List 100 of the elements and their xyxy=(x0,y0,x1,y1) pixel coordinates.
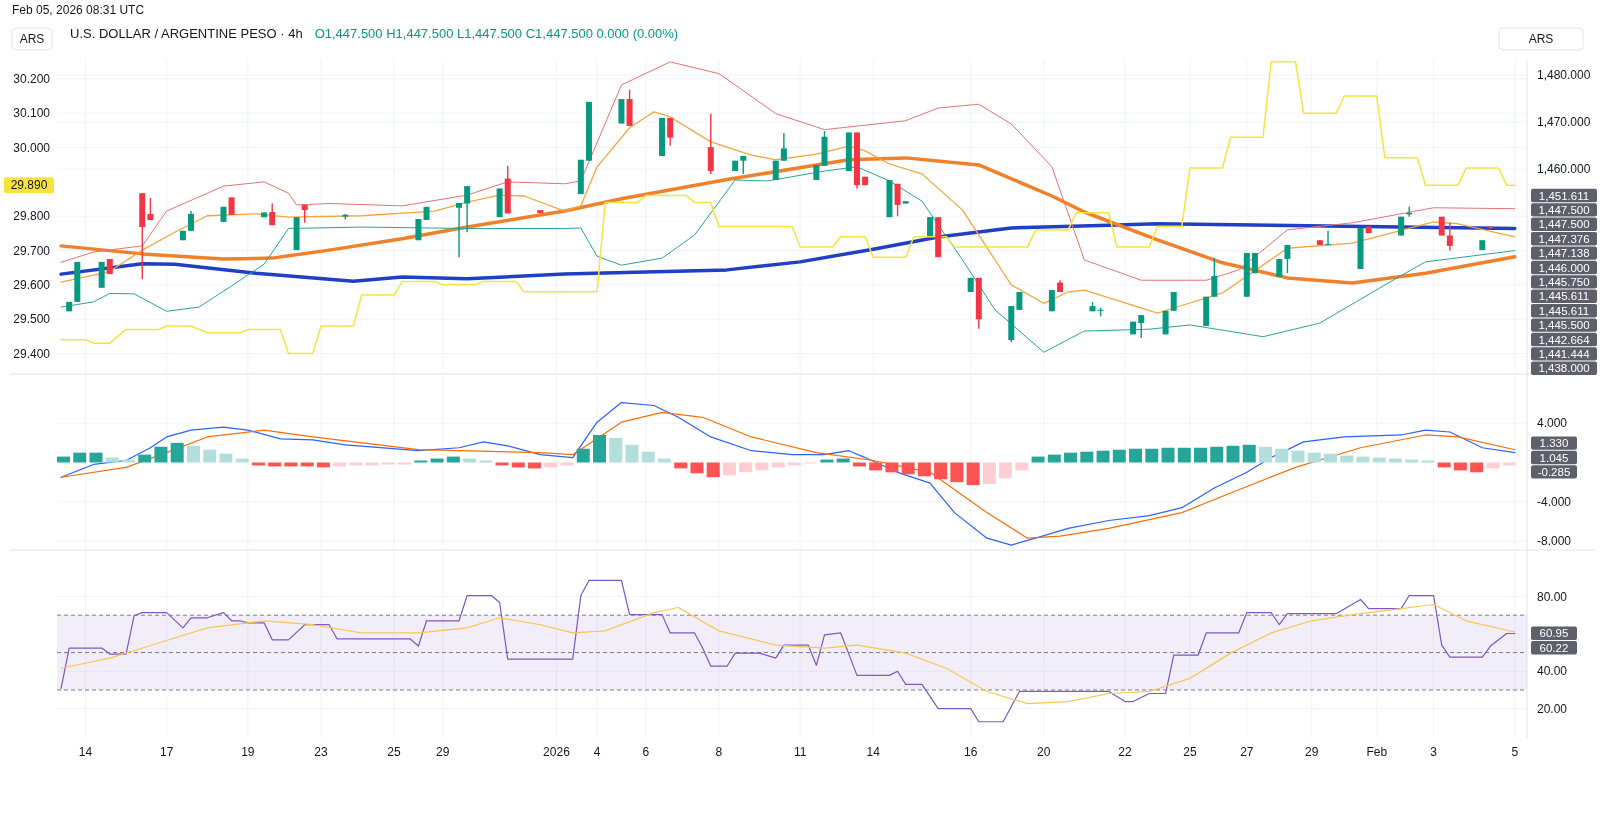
bar xyxy=(950,462,964,483)
bar xyxy=(251,462,265,466)
line-series xyxy=(60,166,1516,353)
x-tick-label: 25 xyxy=(1183,745,1197,760)
bar xyxy=(917,462,931,477)
bar xyxy=(495,462,509,466)
x-tick-label: 17 xyxy=(159,745,174,760)
text: ARS xyxy=(1528,32,1554,47)
y-tick-label: 4.000 xyxy=(1537,416,1568,431)
text: 1,451.611 xyxy=(1538,189,1590,202)
x-tick-label: 29 xyxy=(436,745,450,760)
bar xyxy=(934,462,948,480)
y2-tick-label: 29.400 xyxy=(13,346,51,361)
bar xyxy=(300,462,314,467)
bar xyxy=(349,462,363,466)
candlestick xyxy=(179,230,186,241)
text: 60.22 xyxy=(1539,641,1569,654)
y-tick-label: 1,460.000 xyxy=(1537,162,1591,177)
x-tick-label: 23 xyxy=(314,745,328,760)
bar xyxy=(186,445,200,463)
x-tick-label: 5 xyxy=(1511,745,1519,760)
y2-tick-label: 30.000 xyxy=(13,140,51,155)
text: 1,445.611 xyxy=(1538,290,1590,303)
bar xyxy=(1145,448,1159,463)
x-tick-label: Feb xyxy=(1366,745,1388,760)
bar xyxy=(1112,449,1126,463)
bar xyxy=(885,462,899,473)
bar xyxy=(852,462,866,467)
x-tick-label: 25 xyxy=(387,745,402,760)
bar xyxy=(869,462,883,471)
line-series xyxy=(60,579,1516,723)
bar xyxy=(1129,448,1143,463)
line-series xyxy=(60,60,1516,355)
bar xyxy=(690,462,704,474)
line-series xyxy=(60,603,1516,705)
bar xyxy=(170,442,184,463)
y2-tick-label: 29.600 xyxy=(13,278,51,293)
bar xyxy=(284,462,298,467)
bar xyxy=(625,444,639,463)
bar xyxy=(755,462,769,471)
x-tick-label: 2026 xyxy=(543,745,571,760)
bar xyxy=(1323,453,1337,463)
y-tick-label: -8.000 xyxy=(1537,534,1572,549)
bar xyxy=(1258,446,1272,463)
x-tick-label: 8 xyxy=(715,745,723,760)
text: Feb 05, 2026 08:31 UTC xyxy=(12,3,145,17)
y-tick-label: 40.00 xyxy=(1537,664,1568,679)
text: 1,447.500 xyxy=(1538,218,1590,231)
bar xyxy=(1437,462,1451,468)
y2-tick-label: 30.100 xyxy=(13,106,51,121)
bar xyxy=(154,446,168,463)
line-series xyxy=(59,156,1517,285)
bar xyxy=(1064,452,1078,463)
chart-title: U.S. DOLLAR / ARGENTINE PESO · 4h xyxy=(70,26,303,41)
x-tick-label: 6 xyxy=(642,745,650,760)
bar xyxy=(365,462,379,466)
y2-tick-label: 29.800 xyxy=(13,209,51,224)
bar xyxy=(1502,462,1516,466)
candlestick xyxy=(732,160,739,172)
text: 1,447.500 xyxy=(1538,203,1590,216)
text: -0.285 xyxy=(1537,465,1571,478)
text: 1,447.376 xyxy=(1538,232,1590,245)
text: ARS xyxy=(19,32,45,47)
y-tick-label: -4.000 xyxy=(1537,495,1572,510)
bar xyxy=(722,462,736,476)
text: 1,445.611 xyxy=(1538,304,1590,317)
line-series xyxy=(60,111,1516,314)
x-tick-label: 19 xyxy=(241,745,255,760)
text: 1,438.000 xyxy=(1538,362,1590,375)
text: 29.890 xyxy=(10,178,48,193)
bar xyxy=(1453,462,1467,471)
text: 1.330 xyxy=(1539,437,1569,450)
x-tick-label: 20 xyxy=(1037,745,1051,760)
x-tick-label: 3 xyxy=(1430,745,1438,760)
x-tick-label: 27 xyxy=(1240,745,1254,760)
bar xyxy=(1177,447,1191,463)
bar xyxy=(528,462,542,469)
bar xyxy=(593,434,607,463)
y-tick-label: 80.00 xyxy=(1537,589,1568,604)
bar xyxy=(1210,446,1224,463)
bar xyxy=(89,452,103,463)
x-tick-label: 14 xyxy=(866,745,881,760)
y2-tick-label: 30.200 xyxy=(13,72,51,87)
text: 1,447.138 xyxy=(1538,247,1590,260)
y-tick-label: 1,470.000 xyxy=(1537,115,1591,130)
bar xyxy=(268,462,282,467)
text: 1,442.664 xyxy=(1538,333,1591,346)
chart-subtitle: O1,447.500 H1,447.500 L1,447.500 C1,447.500 0.000 (0.00%) xyxy=(314,26,679,41)
y2-tick-label: 29.700 xyxy=(13,243,51,258)
bar xyxy=(674,462,688,469)
text: 1,446.000 xyxy=(1538,261,1590,274)
text: 60.95 xyxy=(1539,627,1569,640)
bar xyxy=(982,462,996,485)
bar xyxy=(706,462,720,478)
bar xyxy=(73,452,87,463)
line-series xyxy=(60,61,1516,281)
y-tick-label: 20.00 xyxy=(1537,701,1568,716)
bar xyxy=(641,451,655,463)
bar xyxy=(1275,448,1289,463)
bar xyxy=(739,462,753,473)
